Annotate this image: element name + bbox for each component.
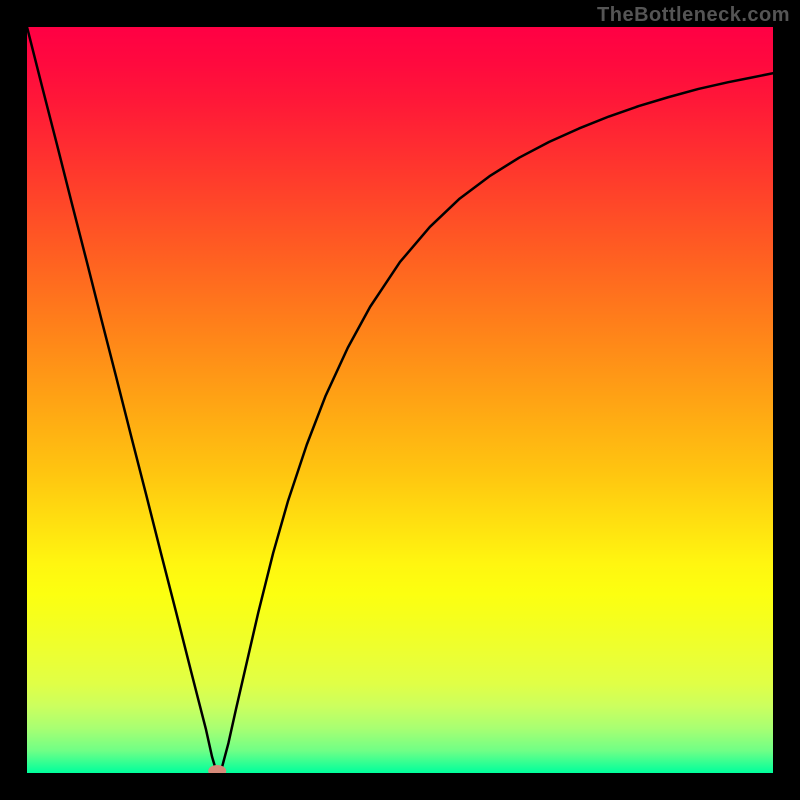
chart-container: TheBottleneck.com [0,0,800,800]
plot-area [27,27,773,773]
gradient-background [27,27,773,773]
chart-svg [27,27,773,773]
site-watermark: TheBottleneck.com [597,4,790,27]
